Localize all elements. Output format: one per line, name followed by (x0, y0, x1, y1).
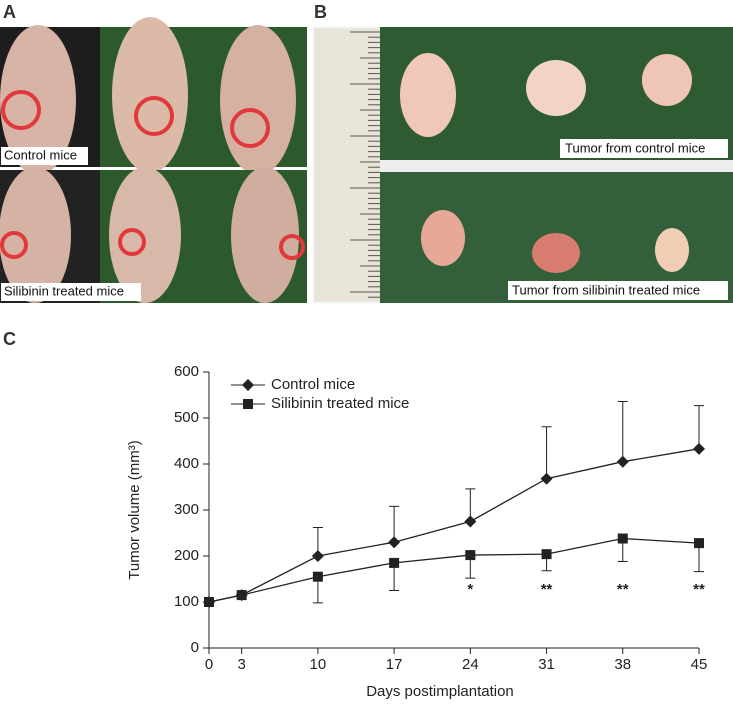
legend-label: Silibinin treated mice (271, 395, 409, 412)
series-line (208, 537, 700, 603)
annotation: * (467, 581, 473, 598)
marker (464, 515, 477, 528)
y-tick-label: 600 (174, 363, 199, 380)
marker (312, 571, 323, 582)
marker (541, 549, 552, 560)
photo-caption: Silibinin treated mice (4, 283, 124, 298)
x-tick-label: 38 (614, 656, 631, 673)
marker (204, 597, 214, 607)
y-axis-label: Tumor volume (mm³) (126, 440, 143, 579)
x-tick-label: 24 (462, 656, 479, 673)
photo-caption: Tumor from silibinin treated mice (512, 282, 700, 297)
annotation: ** (541, 581, 553, 598)
error-bar (694, 405, 704, 449)
panel-label: A (3, 2, 16, 22)
panel-label: B (314, 2, 327, 22)
error-bar (541, 426, 552, 479)
x-axis-label: Days postimplantation (366, 683, 514, 700)
legend-marker (243, 399, 253, 409)
marker (616, 455, 629, 468)
marker (311, 550, 324, 562)
x-tick-label: 31 (538, 656, 555, 673)
legend-marker (242, 379, 254, 391)
x-tick-label: 17 (386, 656, 403, 673)
legend-label: Control mice (271, 376, 355, 393)
y-tick-label: 400 (174, 455, 199, 472)
marker (617, 533, 628, 544)
marker (694, 538, 704, 549)
ruler (350, 31, 380, 298)
marker (388, 536, 401, 549)
marker (540, 472, 553, 485)
photo-caption: Tumor from control mice (565, 140, 705, 155)
photo-caption: Control mice (4, 147, 77, 162)
x-tick-label: 10 (310, 656, 327, 673)
annotation: ** (693, 581, 705, 598)
photo-mice (0, 17, 307, 303)
y-tick-label: 500 (174, 409, 199, 426)
x-tick-label: 3 (237, 656, 245, 673)
x-tick-label: 45 (691, 656, 708, 673)
y-tick-label: 300 (174, 501, 199, 518)
panel-label: C (3, 329, 16, 349)
series-line (208, 448, 700, 603)
y-tick-label: 0 (191, 639, 199, 656)
y-tick-label: 100 (174, 593, 199, 610)
x-tick-label: 0 (205, 656, 213, 673)
marker (693, 442, 705, 455)
error-bar (617, 400, 628, 462)
marker (236, 590, 247, 601)
annotation: ** (617, 581, 629, 598)
marker (465, 550, 476, 561)
photo-tumors (313, 27, 733, 303)
y-tick-label: 200 (174, 547, 199, 564)
marker (389, 557, 400, 568)
